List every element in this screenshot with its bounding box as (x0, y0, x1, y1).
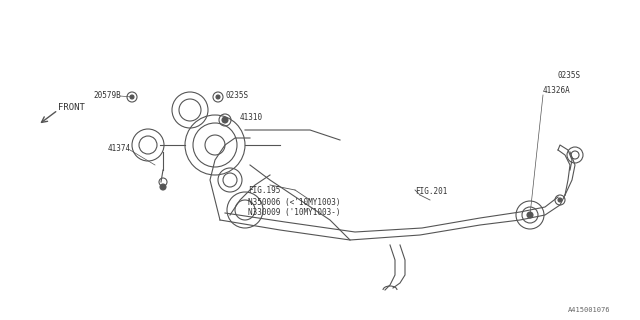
Circle shape (216, 95, 220, 99)
Text: 0235S: 0235S (557, 70, 580, 79)
Text: 0235S: 0235S (225, 91, 248, 100)
Circle shape (222, 117, 228, 123)
Text: N330009 ('10MY1003-): N330009 ('10MY1003-) (248, 207, 340, 217)
Text: N350006 (<'10MY1003): N350006 (<'10MY1003) (248, 197, 340, 206)
Text: 41374: 41374 (108, 143, 131, 153)
Circle shape (160, 184, 166, 190)
Text: A415001076: A415001076 (568, 307, 611, 313)
Text: 41326A: 41326A (543, 85, 571, 94)
Text: 41310: 41310 (240, 113, 263, 122)
Text: FIG.195: FIG.195 (248, 186, 280, 195)
Text: FIG.201: FIG.201 (415, 188, 447, 196)
Circle shape (130, 95, 134, 99)
Circle shape (527, 212, 533, 218)
Text: FRONT: FRONT (58, 103, 85, 112)
Circle shape (558, 198, 562, 202)
Text: 20579B: 20579B (93, 91, 121, 100)
